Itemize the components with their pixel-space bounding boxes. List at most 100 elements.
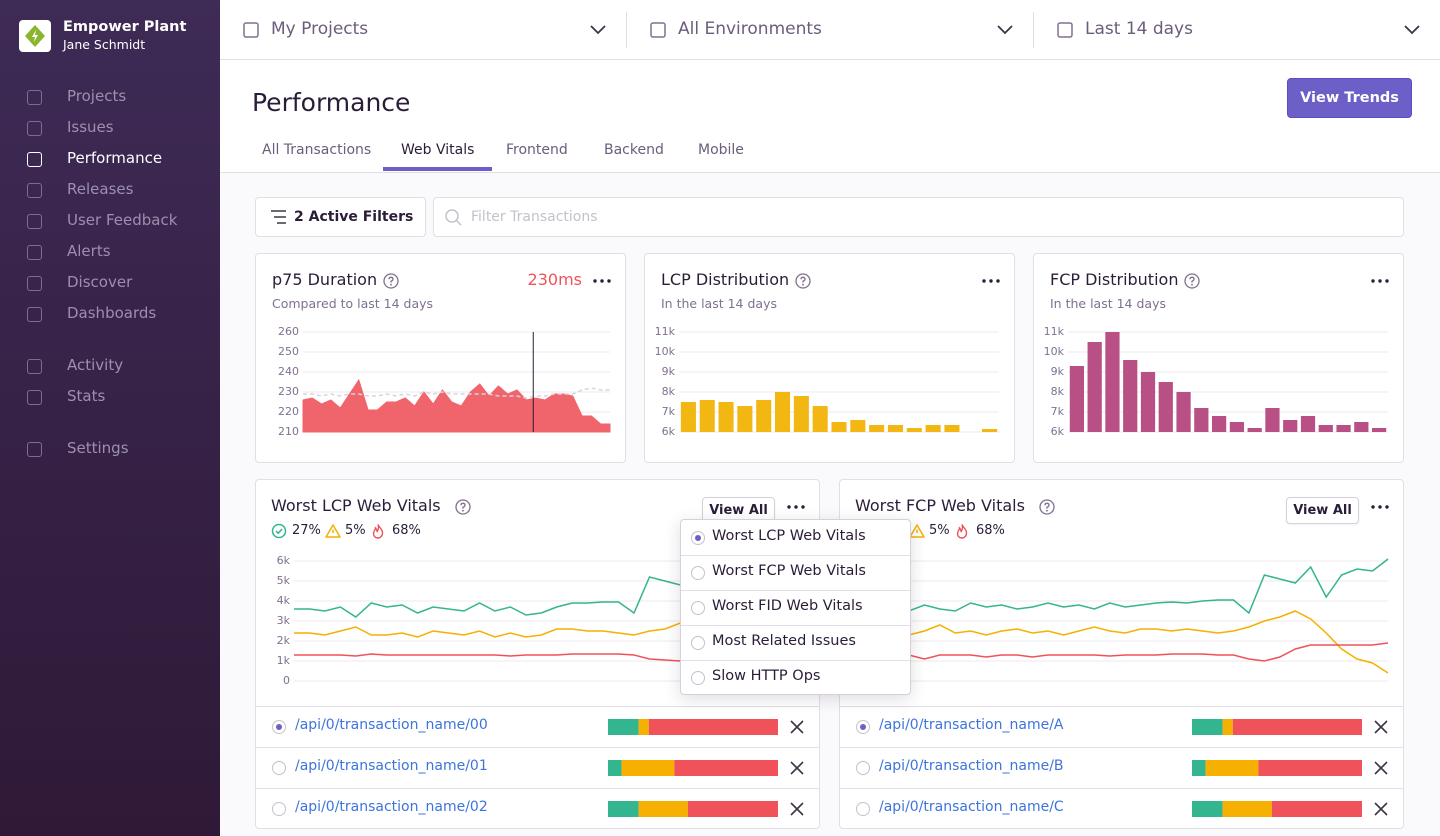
divider [256, 706, 819, 707]
bar [1069, 366, 1084, 432]
nav-item[interactable]: Releases [67, 180, 134, 198]
card: 6k 7k 8k 9k 10k 11k FCP Distribution In the las… [1033, 253, 1404, 463]
nav-item[interactable]: User Feedback [67, 211, 178, 229]
divider [256, 747, 819, 748]
filter-label[interactable]: My Projects [271, 19, 369, 39]
dot [1378, 279, 1382, 283]
remove-button[interactable] [790, 720, 804, 734]
nav-item[interactable]: Discover [67, 273, 133, 291]
radio[interactable] [856, 720, 870, 734]
y-tick-label: 0 [283, 674, 290, 687]
card-title: LCP Distribution [661, 270, 790, 289]
sidebar: Empower Plant Jane Schmidt Projects Issue… [0, 0, 220, 836]
tab[interactable]: Mobile [698, 142, 744, 158]
vitals-segment [638, 719, 649, 735]
vitals-segment [1232, 719, 1362, 735]
nav-item[interactable]: Alerts [67, 242, 111, 260]
bar [737, 406, 753, 432]
dot [989, 279, 993, 283]
tab[interactable]: Web Vitals [401, 142, 475, 158]
radio[interactable] [272, 761, 286, 775]
transaction-link[interactable]: /api/0/transaction_name/C [879, 799, 1064, 815]
vitals-segment [621, 760, 675, 776]
radio[interactable] [272, 720, 286, 734]
vitals-segment [1271, 801, 1362, 817]
bar [793, 396, 809, 432]
filter-label[interactable]: Last 14 days [1085, 19, 1193, 39]
more-button[interactable] [1370, 277, 1390, 285]
transaction-link[interactable]: /api/0/transaction_name/00 [295, 717, 488, 733]
card-subtitle: In the last 14 days [661, 296, 777, 311]
tab[interactable]: Frontend [506, 142, 568, 158]
menu-option[interactable]: Worst FID Web Vitals [712, 598, 863, 614]
transaction-link[interactable]: /api/0/transaction_name/A [879, 717, 1064, 733]
separator [1033, 12, 1034, 48]
icon-shape [1374, 761, 1388, 775]
radio[interactable] [691, 636, 705, 650]
more-button[interactable] [981, 277, 1001, 285]
radio[interactable] [272, 802, 286, 816]
nav-item[interactable]: Performance [67, 149, 163, 167]
view-all-button[interactable]: View All [1286, 497, 1359, 524]
view-trends-button[interactable]: View Trends [1287, 78, 1412, 118]
dot [787, 505, 791, 509]
menu-option[interactable]: Slow HTTP Ops [712, 668, 821, 684]
menu-option[interactable]: Worst FCP Web Vitals [712, 563, 866, 579]
bar [680, 402, 696, 432]
nav-item[interactable]: Issues [67, 118, 114, 136]
menu-option[interactable]: Worst LCP Web Vitals [712, 528, 866, 544]
radio[interactable] [691, 531, 705, 545]
bar [1123, 360, 1138, 432]
bar [1354, 422, 1369, 432]
y-tick-label: 1k [277, 654, 291, 667]
radio[interactable] [691, 566, 705, 580]
radio[interactable] [856, 802, 870, 816]
icon-shape [460, 502, 466, 509]
nav-item[interactable]: Settings [67, 439, 129, 457]
separator [626, 12, 627, 48]
remove-button[interactable] [1374, 720, 1388, 734]
nav-item[interactable]: Dashboards [67, 304, 157, 322]
more-button[interactable] [592, 277, 612, 285]
stat-value: 5% [929, 523, 950, 538]
radio[interactable] [856, 761, 870, 775]
remove-button[interactable] [1374, 761, 1388, 775]
remove-button[interactable] [1374, 802, 1388, 816]
help-icon [383, 273, 399, 289]
icon-shape [1374, 720, 1388, 734]
y-tick-label: 11k [655, 325, 676, 338]
dot [593, 279, 597, 283]
search-input[interactable]: Filter Transactions [433, 197, 1404, 237]
filters-button[interactable]: 2 Active Filters [255, 197, 426, 237]
bar [1176, 392, 1191, 432]
more-button[interactable] [786, 503, 806, 511]
series-line [878, 642, 1389, 662]
remove-button[interactable] [790, 761, 804, 775]
y-tick-label: 2k [277, 634, 291, 647]
y-tick-label: 9k [1051, 365, 1065, 378]
nav-item[interactable]: Stats [67, 387, 106, 405]
filter-label[interactable]: All Environments [678, 19, 822, 39]
radio[interactable] [691, 601, 705, 615]
radio[interactable] [691, 671, 705, 685]
tab[interactable]: Backend [604, 142, 664, 158]
remove-button[interactable] [790, 802, 804, 816]
transaction-link[interactable]: /api/0/transaction_name/B [879, 758, 1064, 774]
y-tick-label: 230 [278, 385, 299, 398]
transaction-link[interactable]: /api/0/transaction_name/01 [295, 758, 488, 774]
tab[interactable]: All Transactions [262, 142, 372, 158]
icon-shape [462, 509, 464, 512]
nav-item[interactable]: Activity [67, 356, 124, 374]
icon-shape [243, 22, 259, 38]
bar [1087, 342, 1102, 432]
card: 6k 7k 8k 9k 10k 11k LCP Distribution In the las… [644, 253, 1015, 463]
transaction-link[interactable]: /api/0/transaction_name/02 [295, 799, 488, 815]
more-button[interactable] [1370, 503, 1390, 511]
org-name[interactable]: Empower Plant [63, 19, 187, 35]
divider [840, 788, 1403, 789]
widget-title: Worst LCP Web Vitals [271, 496, 441, 515]
nav-item[interactable]: Projects [67, 87, 127, 105]
chevron-line [590, 25, 606, 35]
icon-shape [800, 276, 806, 283]
menu-option[interactable]: Most Related Issues [712, 633, 856, 649]
